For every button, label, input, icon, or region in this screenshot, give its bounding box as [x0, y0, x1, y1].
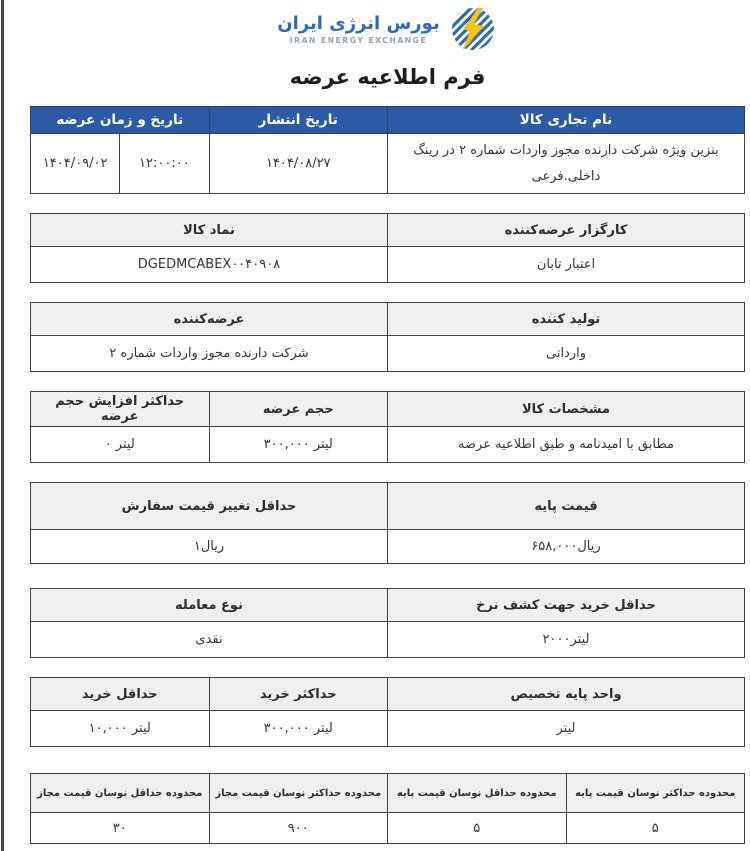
value-max-volume-increase: لیتر ۰ — [30, 426, 210, 463]
value-symbol: DGEDMCABEX۰۰۴۰۹۰۸ — [30, 246, 388, 283]
value-product-name: بنزین ویژه شرکت دارنده مجوز واردات شماره… — [387, 133, 745, 194]
broker-symbol-table: کارگزار عرضه‌کننده نماد کالا اعتبار تابا… — [30, 213, 745, 283]
value-max-purchase: ۳۰۰,۰۰۰ لیتر — [208, 710, 388, 747]
producer-supplier-table: تولید کننده عرضه‌کننده وارداتی شرکت دارن… — [30, 302, 745, 372]
header-broker: کارگزار عرضه‌کننده — [387, 213, 745, 247]
value-min-allowed-fluctuation: ۳۰ — [30, 812, 210, 844]
value-min-base-fluctuation: ۵ — [387, 812, 567, 844]
base-price-table: قیمت پایه حداقل تغییر قیمت سفارش ۶۵۸,۰۰۰… — [30, 482, 745, 564]
purchase-limits-table: واحد پایه تخصیص حداکثر خرید حداقل خرید ل… — [30, 677, 745, 747]
page-title: فرم اطلاعیه عرضه — [289, 65, 486, 89]
value-supplier: شرکت دارنده مجوز واردات شماره ۲ — [30, 335, 388, 372]
header-producer: تولید کننده — [387, 302, 745, 336]
price-fluctuation-table: محدوده حداکثر نوسان قیمت پایه محدوده حدا… — [30, 773, 745, 844]
iranex-logo: بورس انرژی ایران IRAN ENERGY EXCHANGE — [30, 0, 745, 54]
form-content: بورس انرژی ایران IRAN ENERGY EXCHANGE فر… — [29, 0, 745, 844]
header-offer-datetime: تاریخ و زمان عرضه — [30, 106, 210, 134]
lightning-bolt-icon — [462, 7, 484, 50]
header-min-purchase: حداقل خرید — [30, 677, 210, 711]
value-min-price-change: ریال۱ — [30, 529, 388, 564]
header-min-price-change: حداقل تغییر قیمت سفارش — [30, 482, 388, 530]
value-broker: اعتبار تابان — [387, 246, 745, 283]
header-allocation-unit: واحد پایه تخصیص — [387, 677, 745, 711]
header-max-purchase: حداکثر خرید — [208, 677, 388, 711]
header-offer-volume: حجم عرضه — [208, 391, 388, 427]
header-product-name: نام تجاری کالا — [387, 106, 745, 134]
value-min-purchase: ۱۰,۰۰۰ لیتر — [30, 710, 210, 747]
header-min-allowed-fluctuation: محدوده حداقل نوسان قیمت مجاز — [30, 773, 210, 813]
header-max-allowed-fluctuation: محدوده حداکثر نوسان قیمت مجاز — [208, 773, 388, 813]
value-max-allowed-fluctuation: ۹۰۰ — [208, 812, 388, 844]
value-allocation-unit: لیتر — [387, 710, 745, 747]
value-offer-volume: ۳۰۰,۰۰۰ لیتر — [208, 426, 388, 463]
header-trade-type: نوع معامله — [30, 588, 388, 622]
trade-type-table: حداقل خرید جهت کشف نرخ نوع معامله لیتر۲۰… — [30, 588, 745, 658]
value-product-specs: مطابق با امیدنامه و طبق اطلاعیه عرضه — [387, 426, 745, 463]
specs-volume-table: مشخصات کالا حجم عرضه حداکثر افزایش حجم ع… — [30, 391, 745, 463]
value-publish-date: ۱۴۰۴/۰۸/۲۷ — [208, 133, 388, 194]
value-max-base-fluctuation: ۵ — [565, 812, 745, 844]
value-producer: وارداتی — [387, 335, 745, 372]
value-base-price: ۶۵۸,۰۰۰ریال — [387, 529, 745, 564]
energy-exchange-emblem-icon — [448, 4, 498, 54]
value-offer-date: ۱۴۰۴/۰۹/۰۲ — [29, 133, 121, 194]
header-max-volume-increase: حداکثر افزایش حجم عرضه — [30, 391, 210, 427]
header-publish-date: تاریخ انتشار — [208, 106, 388, 134]
logo-persian-text: بورس انرژی ایران — [277, 12, 440, 34]
value-trade-type: نقدی — [30, 621, 388, 658]
value-offer-time: ۱۲:۰۰:۰۰ — [119, 133, 210, 194]
header-max-base-fluctuation: محدوده حداکثر نوسان قیمت پایه — [565, 773, 745, 813]
header-product-specs: مشخصات کالا — [387, 391, 745, 427]
offer-info-table: نام تجاری کالا تاریخ انتشار تاریخ و زمان… — [29, 106, 745, 194]
page-left-border — [1, 0, 4, 851]
header-min-base-fluctuation: محدوده حداقل نوسان قیمت پایه — [387, 773, 567, 813]
header-supplier: عرضه‌کننده — [30, 302, 388, 336]
logo-text-block: بورس انرژی ایران IRAN ENERGY EXCHANGE — [277, 13, 439, 46]
value-min-purchase-discovery: لیتر۲۰۰۰ — [387, 621, 745, 658]
header-min-purchase-discovery: حداقل خرید جهت کشف نرخ — [387, 588, 745, 622]
logo-english-text: IRAN ENERGY EXCHANGE — [289, 36, 428, 46]
header-base-price: قیمت پایه — [387, 482, 745, 530]
header-symbol: نماد کالا — [30, 213, 388, 247]
